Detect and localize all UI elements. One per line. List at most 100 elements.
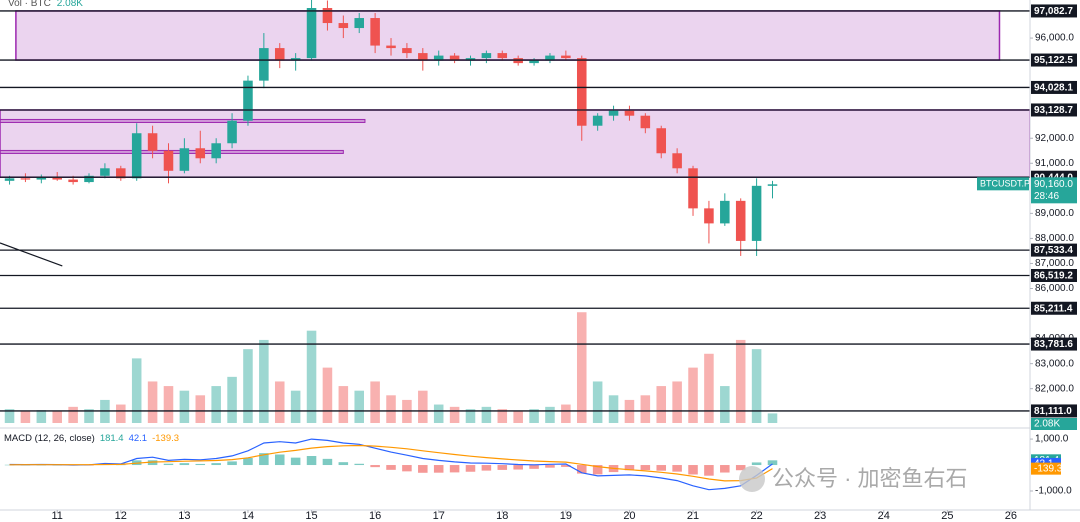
candle-body xyxy=(386,45,396,49)
candle-body xyxy=(147,133,158,151)
macd-histogram xyxy=(735,465,746,471)
x-tick-label: 18 xyxy=(496,510,508,522)
candle-body xyxy=(322,8,333,24)
candle-body xyxy=(179,148,190,171)
macd-histogram xyxy=(433,465,444,473)
last-price-box xyxy=(1031,177,1077,204)
candle-body xyxy=(465,58,476,61)
candle-body xyxy=(338,23,349,29)
macd-line xyxy=(9,438,773,491)
macd-histogram xyxy=(259,453,269,466)
volume-bar xyxy=(386,395,396,423)
macd-histogram xyxy=(481,465,492,471)
candle-body xyxy=(274,48,285,61)
watermark-icon xyxy=(739,466,765,492)
volume-bar xyxy=(497,409,508,423)
candle-body xyxy=(4,178,15,181)
y-tick-label: 89,000.0 xyxy=(1035,208,1074,219)
level-label: 93,128.7 xyxy=(1034,105,1073,116)
volume-bar xyxy=(147,381,158,423)
macd-histogram xyxy=(561,465,571,467)
volume-bar xyxy=(4,409,15,423)
level-box xyxy=(1031,80,1077,94)
volume-bar xyxy=(561,404,571,423)
macd-histogram xyxy=(449,465,460,473)
level-box xyxy=(1031,301,1077,315)
volume-bar xyxy=(163,386,174,423)
x-tick-label: 19 xyxy=(560,510,572,522)
volume-bar xyxy=(465,409,476,423)
volume-bar xyxy=(68,406,78,423)
macd-histogram xyxy=(322,458,333,466)
macd-histogram xyxy=(386,465,396,470)
macd-histogram xyxy=(418,465,428,473)
macd-value-label: -139.3 xyxy=(1034,463,1063,474)
candle-body xyxy=(497,53,508,59)
volume-bar xyxy=(672,381,682,423)
volume-bar xyxy=(640,395,651,423)
macd-histogram xyxy=(672,465,682,472)
volume-bar xyxy=(704,353,714,423)
macd-legend-macd: 42.1 xyxy=(129,433,148,444)
ray xyxy=(0,118,366,123)
volume-bar xyxy=(259,339,269,423)
candle-body xyxy=(767,184,778,186)
level-label: 81,111.0 xyxy=(1034,406,1072,417)
macd-histogram xyxy=(497,465,508,470)
y-tick-label: 96,000.0 xyxy=(1035,33,1074,44)
volume-bar xyxy=(767,413,778,423)
candle-body xyxy=(481,53,492,59)
macd-histogram xyxy=(624,465,635,471)
x-tick-label: 26 xyxy=(1005,510,1017,522)
macd-histogram xyxy=(767,460,778,466)
macd-legend-hist: 181.4 xyxy=(100,433,124,444)
candle-body xyxy=(561,55,571,59)
volume-bar xyxy=(52,411,62,423)
volume-bar xyxy=(545,406,555,423)
macd-histogram xyxy=(720,465,730,473)
macd-histogram xyxy=(465,465,476,472)
volume-bar xyxy=(735,339,746,423)
candle-body xyxy=(656,128,667,154)
watermark: 公众号 · 加密鱼右石 xyxy=(772,466,968,491)
macd-legend: MACD (12, 26, close) 181.4 42.1 -139.3 xyxy=(4,433,179,444)
candle-body xyxy=(84,175,94,183)
macd-histogram xyxy=(640,465,651,471)
x-tick-label: 25 xyxy=(941,510,953,522)
candle-body xyxy=(116,168,126,179)
volume-bar xyxy=(227,376,237,423)
volume-bar xyxy=(608,395,619,423)
level-box xyxy=(1031,103,1077,117)
candle-body xyxy=(672,153,682,169)
trend-line xyxy=(0,242,63,267)
macd-title: MACD (12, 26, close) xyxy=(4,433,95,444)
candle-body xyxy=(418,53,428,61)
level-box xyxy=(1031,337,1077,351)
candle-body xyxy=(751,185,762,241)
candle-body xyxy=(576,58,587,126)
macd-legend-signal: -139.3 xyxy=(152,433,179,444)
macd-histogram xyxy=(306,456,317,466)
volume-bar xyxy=(433,404,444,423)
x-tick-label: 13 xyxy=(178,510,190,522)
volume-bar xyxy=(179,390,190,423)
level-label: 87,533.4 xyxy=(1034,245,1073,256)
candle-body xyxy=(449,55,460,61)
macd-value-box xyxy=(1031,462,1061,475)
candle-body xyxy=(720,200,730,224)
y-tick-label: 86,000.0 xyxy=(1035,283,1074,294)
candle-body xyxy=(100,168,110,176)
macd-histogram xyxy=(592,465,603,475)
countdown: 28:46 xyxy=(1034,191,1059,202)
x-tick-label: 24 xyxy=(878,510,890,522)
candle-body xyxy=(370,18,380,46)
level-box xyxy=(1031,243,1077,257)
macd-histogram xyxy=(354,463,364,466)
macd-histogram xyxy=(179,463,190,466)
candle-body xyxy=(433,55,444,61)
candle-body xyxy=(227,120,237,144)
volume-bar xyxy=(576,312,587,423)
volume-bar xyxy=(20,411,31,423)
volume-bar xyxy=(418,390,428,423)
